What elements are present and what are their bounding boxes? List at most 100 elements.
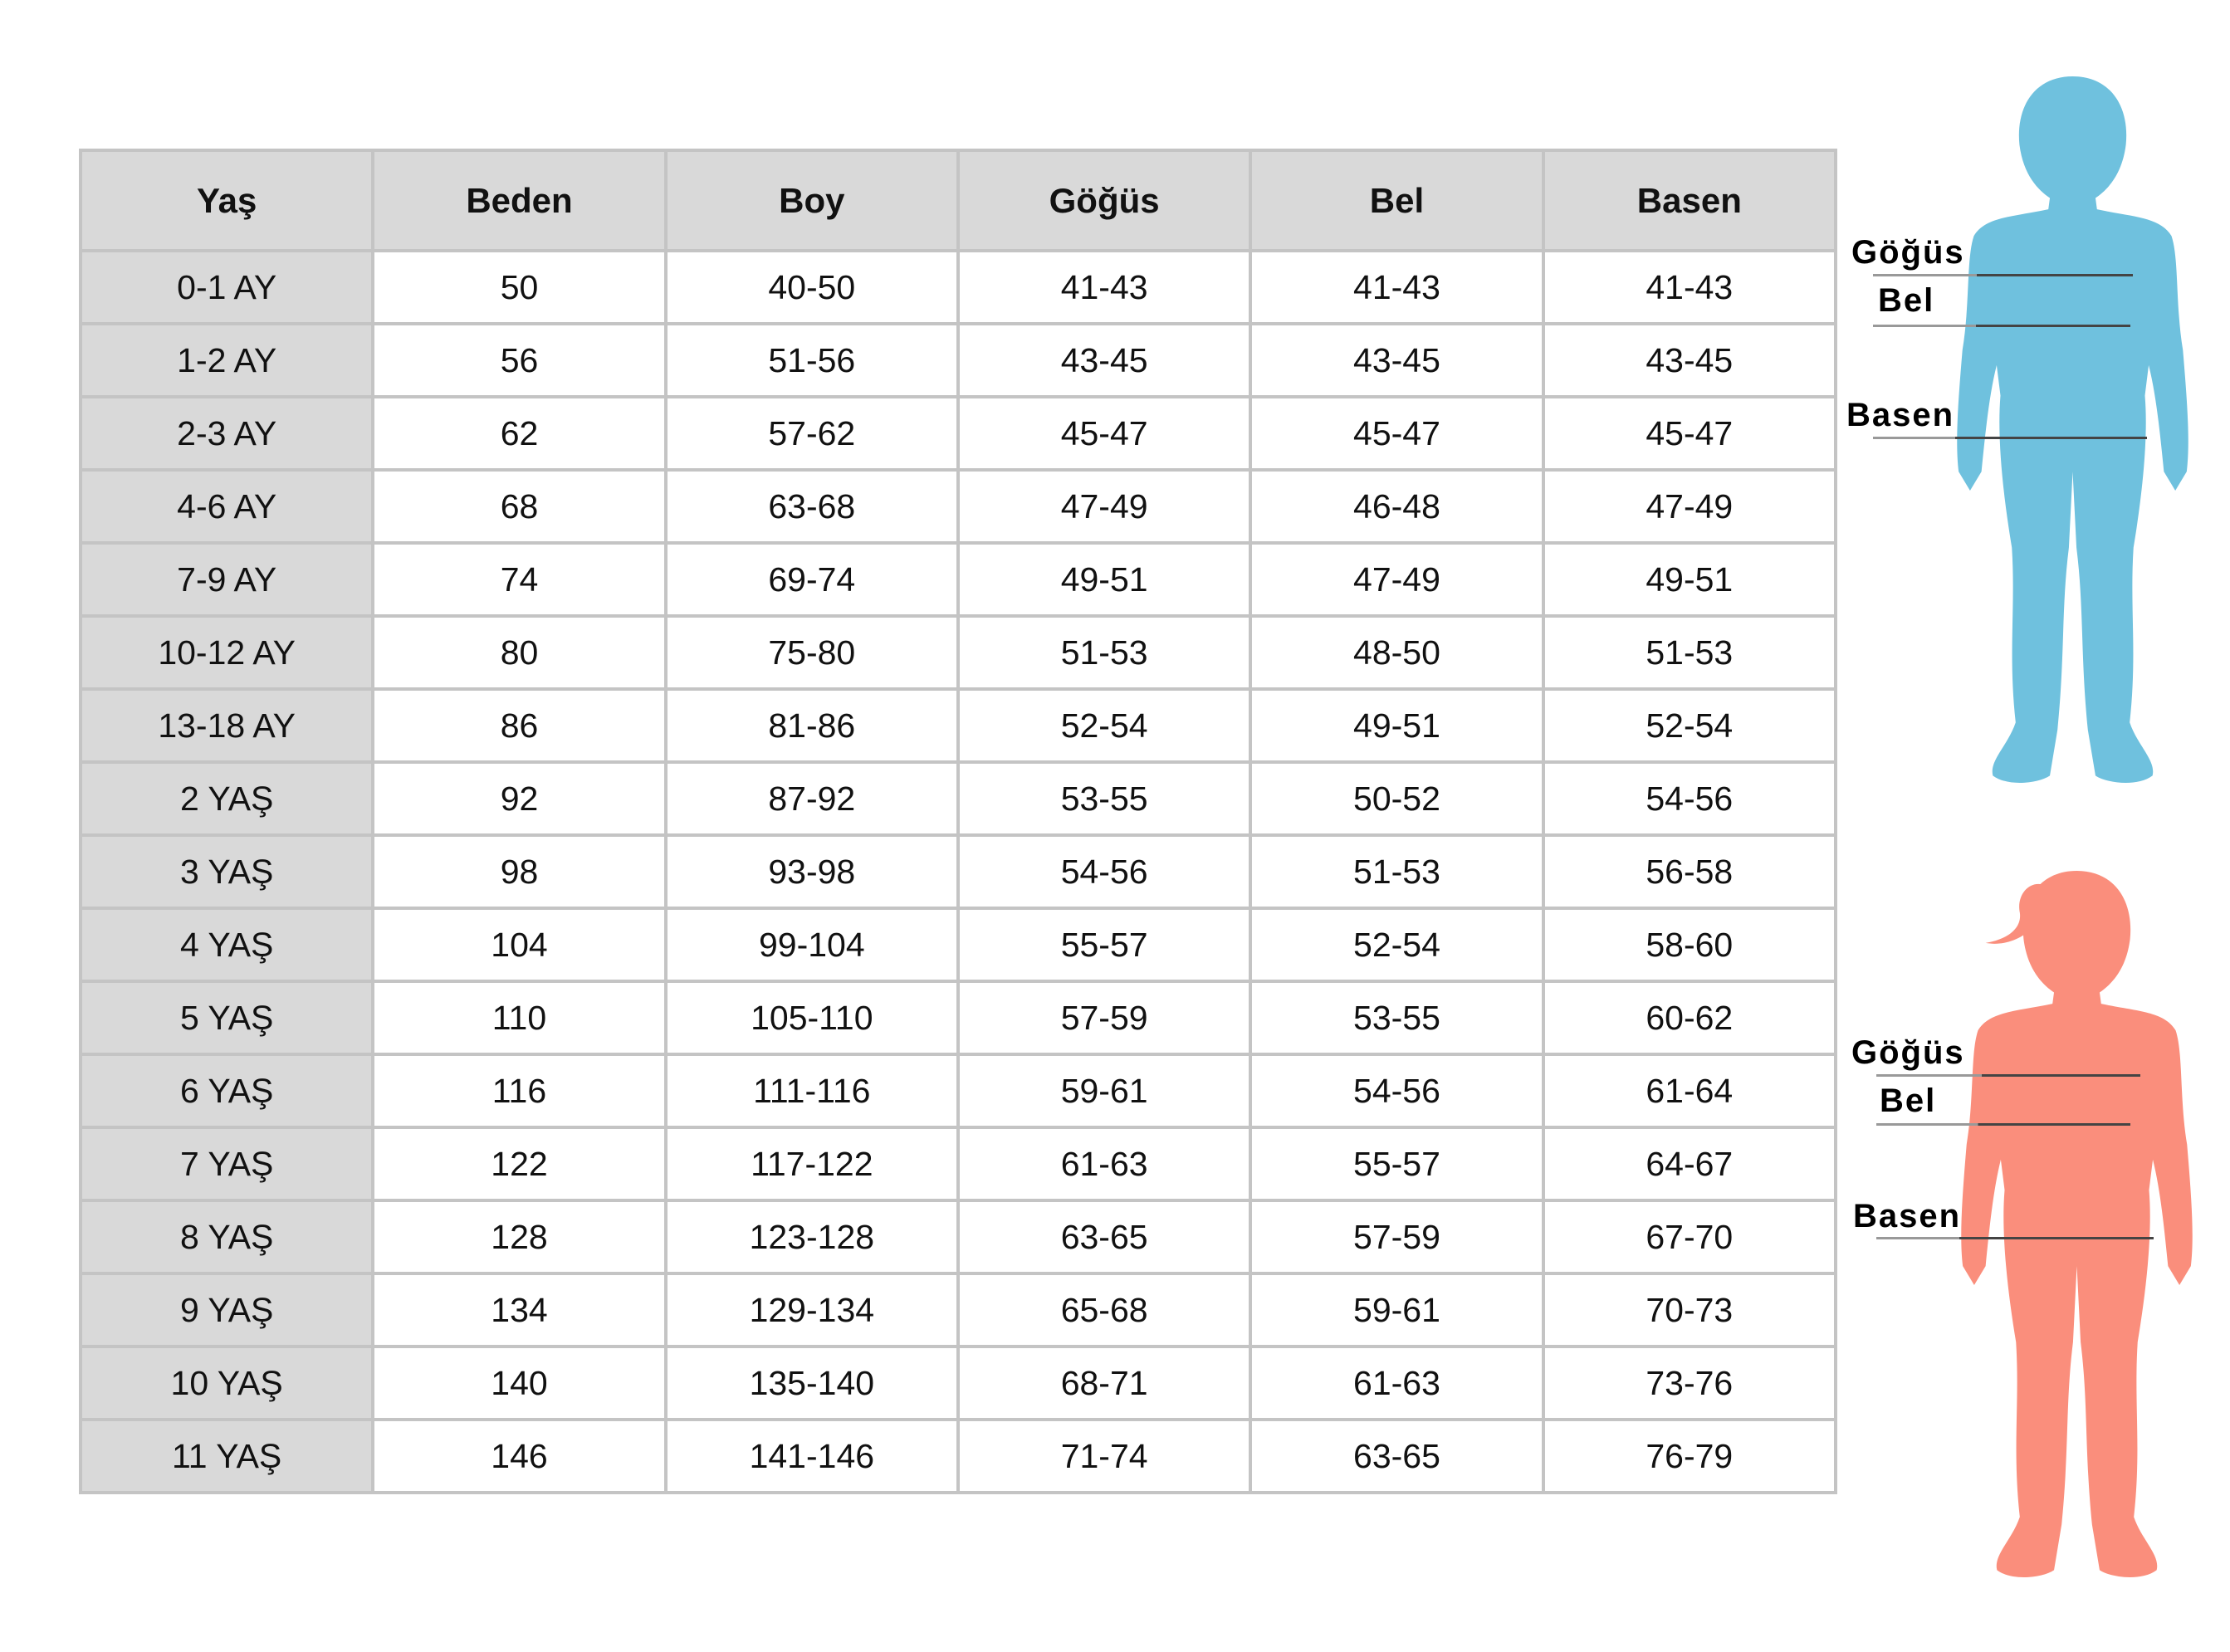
- table-cell: 86: [371, 687, 668, 764]
- table-cell: 68: [371, 468, 668, 545]
- table-cell: 52-54: [1541, 687, 1838, 764]
- table-cell: 48-50: [1249, 614, 1545, 691]
- age-cell: 0-1 AY: [78, 249, 375, 325]
- age-cell: 2-3 AY: [78, 395, 375, 472]
- table-cell: 54-56: [956, 833, 1253, 910]
- size-chart-table: Yaş Beden Boy Göğüs Bel Basen 0-1 AY 50 40-50 41…: [78, 149, 1838, 1494]
- table-row: 7-9 AY 74 69-74 49-51 47-49 49-51: [78, 541, 1838, 618]
- table-row: 8 YAŞ 128 123-128 63-65 57-59 67-70: [78, 1199, 1838, 1275]
- table-cell: 52-54: [956, 687, 1253, 764]
- table-cell: 134: [371, 1272, 668, 1348]
- table-header-row: Yaş Beden Boy Göğüs Bel Basen: [78, 149, 1838, 252]
- boy-waist-line: [1873, 325, 2130, 327]
- table-cell: 47-49: [956, 468, 1253, 545]
- age-cell: 10 YAŞ: [78, 1345, 375, 1421]
- column-header: Göğüs: [956, 149, 1253, 252]
- table-row: 10 YAŞ 140 135-140 68-71 61-63 73-76: [78, 1345, 1838, 1421]
- age-cell: 13-18 AY: [78, 687, 375, 764]
- table-row: 0-1 AY 50 40-50 41-43 41-43 41-43: [78, 249, 1838, 325]
- table-cell: 117-122: [663, 1126, 960, 1202]
- table-cell: 49-51: [1541, 541, 1838, 618]
- table-cell: 50-52: [1249, 760, 1545, 837]
- age-cell: 9 YAŞ: [78, 1272, 375, 1348]
- table-cell: 67-70: [1541, 1199, 1838, 1275]
- table-cell: 116: [371, 1053, 668, 1129]
- table-cell: 74: [371, 541, 668, 618]
- table-cell: 41-43: [1249, 249, 1545, 325]
- table-cell: 47-49: [1541, 468, 1838, 545]
- table-cell: 45-47: [1541, 395, 1838, 472]
- table-cell: 53-55: [1249, 980, 1545, 1056]
- table-cell: 141-146: [663, 1418, 960, 1494]
- table-cell: 140: [371, 1345, 668, 1421]
- table-cell: 146: [371, 1418, 668, 1494]
- table-cell: 45-47: [1249, 395, 1545, 472]
- table-cell: 65-68: [956, 1272, 1253, 1348]
- table-cell: 87-92: [663, 760, 960, 837]
- age-cell: 11 YAŞ: [78, 1418, 375, 1494]
- table-cell: 56: [371, 322, 668, 398]
- table-cell: 69-74: [663, 541, 960, 618]
- table-cell: 45-47: [956, 395, 1253, 472]
- table-cell: 99-104: [663, 907, 960, 983]
- boy-waist-label: Bel: [1878, 282, 1935, 319]
- boy-chest-line: [1873, 274, 2133, 276]
- table-row: 4-6 AY 68 63-68 47-49 46-48 47-49: [78, 468, 1838, 545]
- table-cell: 51-53: [1249, 833, 1545, 910]
- table-cell: 53-55: [956, 760, 1253, 837]
- table-cell: 41-43: [956, 249, 1253, 325]
- table-cell: 59-61: [1249, 1272, 1545, 1348]
- boy-chest-label: Göğüs: [1851, 234, 1965, 271]
- table-row: 9 YAŞ 134 129-134 65-68 59-61 70-73: [78, 1272, 1838, 1348]
- table-cell: 76-79: [1541, 1418, 1838, 1494]
- age-cell: 6 YAŞ: [78, 1053, 375, 1129]
- age-cell: 4-6 AY: [78, 468, 375, 545]
- table-cell: 70-73: [1541, 1272, 1838, 1348]
- table-cell: 43-45: [956, 322, 1253, 398]
- table-row: 13-18 AY 86 81-86 52-54 49-51 52-54: [78, 687, 1838, 764]
- girl-waist-line: [1876, 1123, 2130, 1126]
- table-cell: 104: [371, 907, 668, 983]
- column-header: Basen: [1541, 149, 1838, 252]
- table-cell: 129-134: [663, 1272, 960, 1348]
- table-cell: 54-56: [1249, 1053, 1545, 1129]
- table-cell: 63-65: [956, 1199, 1253, 1275]
- girl-hip-label: Basen: [1853, 1198, 1962, 1234]
- boy-hip-line: [1873, 437, 2147, 439]
- table-cell: 64-67: [1541, 1126, 1838, 1202]
- boy-body-silhouette-icon: [1957, 76, 2188, 783]
- table-cell: 46-48: [1249, 468, 1545, 545]
- column-header: Boy: [663, 149, 960, 252]
- table-row: 2-3 AY 62 57-62 45-47 45-47 45-47: [78, 395, 1838, 472]
- girl-waist-label: Bel: [1880, 1083, 1937, 1119]
- table-cell: 105-110: [663, 980, 960, 1056]
- age-cell: 1-2 AY: [78, 322, 375, 398]
- table-cell: 80: [371, 614, 668, 691]
- table-row: 11 YAŞ 146 141-146 71-74 63-65 76-79: [78, 1418, 1838, 1494]
- table-cell: 43-45: [1541, 322, 1838, 398]
- table-cell: 122: [371, 1126, 668, 1202]
- table-cell: 62: [371, 395, 668, 472]
- table-cell: 75-80: [663, 614, 960, 691]
- age-cell: 2 YAŞ: [78, 760, 375, 837]
- table-cell: 57-59: [1249, 1199, 1545, 1275]
- age-cell: 8 YAŞ: [78, 1199, 375, 1275]
- table-cell: 128: [371, 1199, 668, 1275]
- table-cell: 55-57: [956, 907, 1253, 983]
- table-cell: 93-98: [663, 833, 960, 910]
- age-cell: 7-9 AY: [78, 541, 375, 618]
- table-cell: 51-53: [1541, 614, 1838, 691]
- table-cell: 41-43: [1541, 249, 1838, 325]
- table-cell: 63-65: [1249, 1418, 1545, 1494]
- table-cell: 43-45: [1249, 322, 1545, 398]
- table-cell: 49-51: [1249, 687, 1545, 764]
- table-cell: 57-59: [956, 980, 1253, 1056]
- table-cell: 61-63: [956, 1126, 1253, 1202]
- table-row: 2 YAŞ 92 87-92 53-55 50-52 54-56: [78, 760, 1838, 837]
- table-cell: 57-62: [663, 395, 960, 472]
- table-row: 10-12 AY 80 75-80 51-53 48-50 51-53: [78, 614, 1838, 691]
- column-header: Bel: [1249, 149, 1545, 252]
- table-cell: 61-63: [1249, 1345, 1545, 1421]
- table-cell: 59-61: [956, 1053, 1253, 1129]
- table-cell: 56-58: [1541, 833, 1838, 910]
